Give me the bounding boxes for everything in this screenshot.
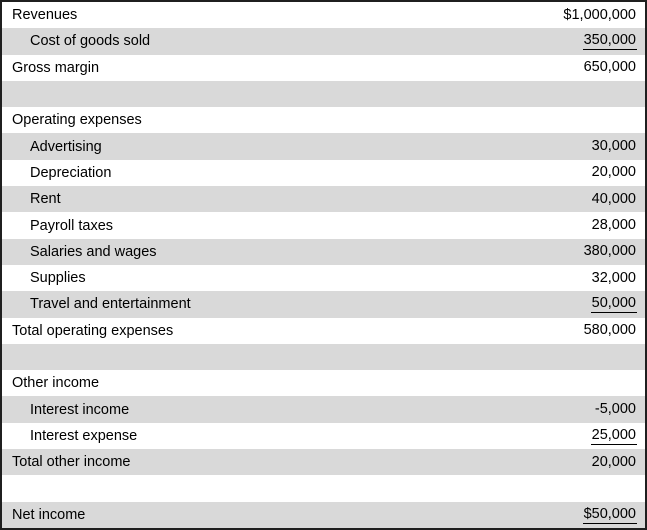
table-row: Revenues $1,000,000	[2, 2, 645, 29]
table-row: Interest expense 25,000	[2, 422, 645, 450]
row-value: 350,000	[582, 32, 645, 51]
table-row: Operating expenses	[2, 107, 645, 134]
row-label: Advertising	[30, 138, 102, 155]
row-amount	[635, 360, 637, 361]
row-amount: 350,000	[582, 32, 637, 51]
row-amount	[635, 123, 637, 124]
row-amount: 380,000	[583, 243, 636, 260]
row-amount: 28,000	[591, 217, 636, 234]
table-row: Supplies 32,000	[2, 264, 645, 292]
row-label: Net income	[12, 506, 86, 523]
table-row: Payroll taxes 28,000	[2, 212, 645, 239]
row-label: Depreciation	[30, 164, 112, 181]
table-row: Depreciation 20,000	[2, 159, 645, 187]
row-label: Gross margin	[12, 59, 100, 76]
table-row: Advertising 30,000	[2, 133, 645, 160]
row-label: Interest expense	[30, 427, 138, 444]
table-row	[2, 80, 645, 108]
row-value: $50,000	[582, 505, 645, 524]
row-label: Total operating expenses	[12, 322, 174, 339]
row-amount: $1,000,000	[563, 6, 636, 23]
table-row: Net income $50,000	[2, 501, 645, 528]
table-row: Other income	[2, 370, 645, 397]
row-amount: 50,000	[590, 295, 637, 314]
table-row: Gross margin 650,000	[2, 54, 645, 81]
row-value: 25,000	[590, 426, 645, 445]
row-label: Cost of goods sold	[30, 33, 151, 50]
table-row: Salaries and wages 380,000	[2, 238, 645, 265]
row-label: Payroll taxes	[30, 217, 114, 234]
table-row	[2, 475, 645, 502]
row-label: Other income	[12, 375, 100, 392]
row-value	[635, 86, 645, 102]
row-value	[635, 375, 645, 391]
row-label: Total other income	[12, 454, 131, 471]
row-amount: 40,000	[591, 190, 636, 207]
row-label: Operating expenses	[12, 112, 142, 129]
row-amount: $50,000	[582, 505, 637, 524]
row-amount: 20,000	[591, 164, 636, 181]
row-value: -5,000	[594, 401, 645, 418]
row-amount	[635, 491, 637, 492]
table-row: Total other income 20,000	[2, 449, 645, 476]
row-amount	[635, 97, 637, 98]
table-row	[2, 343, 645, 371]
row-value: 32,000	[591, 270, 645, 287]
row-amount	[635, 386, 637, 387]
row-value	[635, 112, 645, 128]
row-label: Travel and entertainment	[30, 296, 191, 313]
table-row: Travel and entertainment 50,000	[2, 291, 645, 318]
table-row: Total operating expenses 580,000	[2, 317, 645, 344]
row-amount: 650,000	[583, 59, 636, 76]
row-value: 380,000	[583, 243, 645, 260]
row-label: Rent	[30, 191, 61, 208]
row-label: Revenues	[12, 7, 78, 24]
row-amount: 20,000	[591, 453, 636, 470]
table-row: Rent 40,000	[2, 186, 645, 213]
table-row: Interest income -5,000	[2, 396, 645, 423]
row-label: Salaries and wages	[30, 243, 157, 260]
row-value: 50,000	[590, 295, 645, 314]
row-value: 20,000	[591, 454, 645, 471]
row-value: 28,000	[591, 217, 645, 234]
row-value	[635, 349, 645, 365]
row-amount: 32,000	[591, 269, 636, 286]
row-value: 20,000	[591, 164, 645, 181]
row-amount: 30,000	[591, 138, 636, 155]
row-label: Interest income	[30, 401, 130, 418]
row-value: 40,000	[591, 191, 645, 208]
row-amount: -5,000	[594, 401, 636, 418]
row-value: 650,000	[583, 59, 645, 76]
row-value	[635, 480, 645, 496]
row-value: $1,000,000	[562, 7, 645, 24]
row-value: 580,000	[583, 322, 645, 339]
row-value: 30,000	[591, 138, 645, 155]
row-amount: 25,000	[590, 426, 637, 445]
row-label: Supplies	[30, 270, 86, 287]
row-amount: 580,000	[583, 322, 636, 339]
table-row: Cost of goods sold 350,000	[2, 28, 645, 55]
